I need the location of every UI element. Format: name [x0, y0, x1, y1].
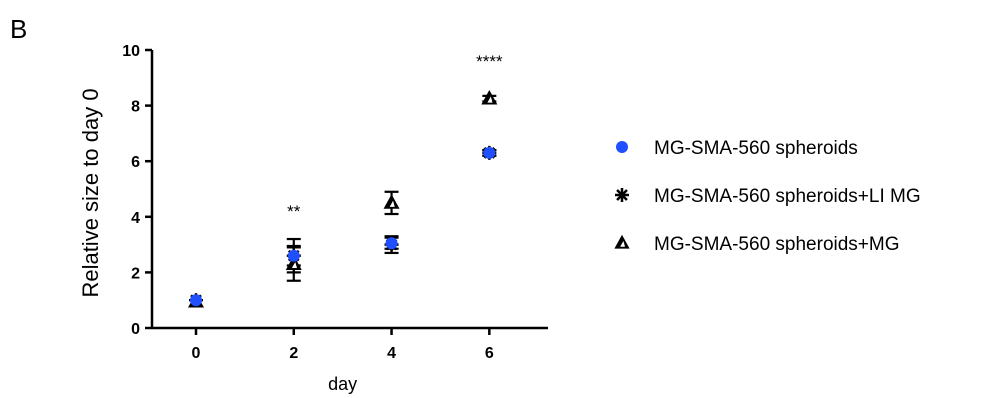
- legend-label: MG-SMA-560 spheroids+LI MG: [654, 186, 921, 207]
- panel-label: B: [10, 14, 27, 44]
- data-point-triangle: [383, 194, 400, 209]
- axes: [150, 50, 548, 330]
- y-tick-label: 6: [131, 154, 140, 171]
- markers: [188, 89, 498, 308]
- x-tick-label: 4: [387, 345, 396, 362]
- x-axis-title: day: [328, 374, 357, 394]
- legend-label: MG-SMA-560 spheroids+MG: [654, 234, 900, 255]
- significance-label: **: [287, 202, 301, 221]
- y-tick-label: 10: [122, 43, 140, 60]
- x-tick-label: 6: [485, 345, 494, 362]
- legend-marker-triangle: [614, 234, 630, 249]
- x-tick-label: 0: [192, 345, 201, 362]
- legend-label: MG-SMA-560 spheroids: [654, 138, 858, 159]
- y-axis-title: Relative size to day 0: [78, 88, 103, 297]
- y-tick-label: 0: [131, 321, 140, 338]
- x-tick-label: 2: [289, 345, 298, 362]
- ticks: 0 2 4 6 8 10 0 2 4 6: [122, 43, 494, 362]
- data-point-triangle: [481, 89, 498, 105]
- legend-marker-asterisk: [615, 188, 629, 202]
- error-bars: [286, 94, 497, 282]
- data-point-circle: [483, 146, 496, 159]
- data-point-circle: [190, 294, 202, 307]
- legend-marker-circle: [616, 141, 628, 153]
- significance-label: ****: [476, 52, 503, 71]
- y-tick-label: 4: [131, 210, 140, 227]
- data-point-circle: [385, 237, 398, 250]
- y-tick-label: 2: [131, 265, 140, 282]
- y-tick-label: 8: [131, 99, 140, 116]
- annotations: ******: [287, 52, 503, 221]
- legend: MG-SMA-560 spheroids MG-SMA-560 spheroids…: [614, 138, 921, 255]
- data-point-circle: [287, 249, 300, 262]
